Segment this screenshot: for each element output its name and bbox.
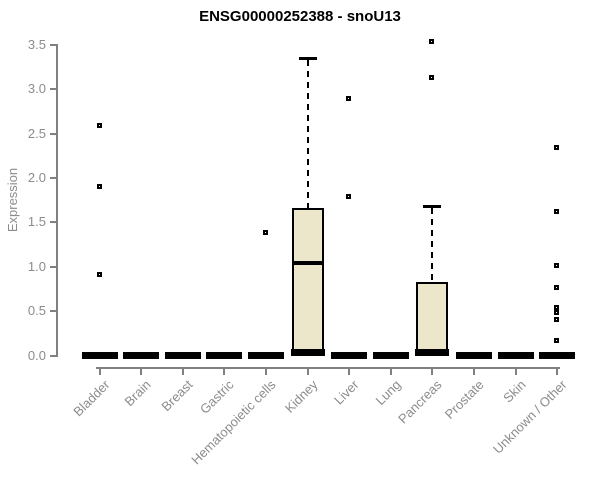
flat-box — [455, 352, 492, 359]
y-tick-label: 3.5 — [27, 36, 46, 52]
x-tick-mark — [181, 368, 184, 375]
flat-box — [497, 352, 534, 359]
flat-box — [331, 352, 368, 359]
x-tick-mark — [306, 368, 309, 375]
x-tick-mark — [514, 368, 517, 375]
flat-box — [123, 352, 160, 359]
y-tick-label: 1.5 — [27, 214, 46, 230]
x-tick-mark — [348, 368, 351, 375]
x-tick-mark — [98, 368, 101, 375]
median-line — [291, 261, 324, 266]
y-tick-mark — [50, 132, 57, 135]
outlier-point — [554, 337, 560, 343]
flat-box — [81, 352, 118, 359]
outlier-point — [554, 316, 560, 322]
outlier-point — [429, 75, 435, 81]
x-tick-mark — [431, 368, 434, 375]
box-bottom-bar — [290, 348, 325, 356]
y-tick-mark — [50, 265, 57, 268]
whisker-cap — [298, 56, 317, 60]
outlier-point — [96, 272, 102, 278]
flat-box — [164, 352, 201, 359]
y-tick-label: 0.0 — [27, 347, 46, 363]
outlier-point — [554, 209, 560, 215]
x-axis-line — [96, 367, 560, 369]
box — [291, 208, 324, 354]
flat-box — [539, 352, 576, 359]
y-tick-label: 2.0 — [27, 169, 46, 185]
x-tick-mark — [264, 368, 267, 375]
y-tick-mark — [50, 221, 57, 224]
y-tick-mark — [50, 176, 57, 179]
y-axis-label: Expression — [5, 167, 20, 233]
whisker-cap — [423, 204, 442, 208]
outlier-point — [429, 38, 435, 44]
y-tick-mark — [50, 43, 57, 46]
y-tick-mark — [50, 88, 57, 91]
x-tick-mark — [140, 368, 143, 375]
outlier-point — [346, 194, 352, 200]
chart-title: ENSG00000252388 - snoU13 — [199, 8, 401, 25]
whisker-line — [431, 208, 434, 282]
outlier-point — [554, 310, 560, 316]
y-tick-label: 3.0 — [27, 81, 46, 97]
y-tick-label: 1.0 — [27, 258, 46, 274]
y-tick-label: 2.5 — [27, 125, 46, 141]
flat-box — [247, 352, 284, 359]
x-tick-mark — [223, 368, 226, 375]
y-axis-line — [56, 44, 58, 357]
flat-box — [372, 352, 409, 359]
y-tick-label: 0.5 — [27, 303, 46, 319]
outlier-point — [554, 145, 560, 151]
box-bottom-bar — [415, 348, 450, 356]
x-tick-mark — [472, 368, 475, 375]
outlier-point — [554, 284, 560, 290]
outlier-point — [346, 96, 352, 102]
x-tick-mark — [389, 368, 392, 375]
x-tick-mark — [556, 368, 559, 375]
outlier-point — [262, 229, 268, 235]
y-tick-mark — [50, 310, 57, 313]
whisker-line — [306, 60, 309, 209]
outlier-point — [96, 123, 102, 128]
flat-box — [206, 352, 243, 359]
outlier-point — [554, 305, 560, 311]
y-tick-mark — [50, 354, 57, 357]
outlier-point — [96, 184, 102, 190]
box — [416, 281, 449, 354]
outlier-point — [554, 263, 560, 269]
